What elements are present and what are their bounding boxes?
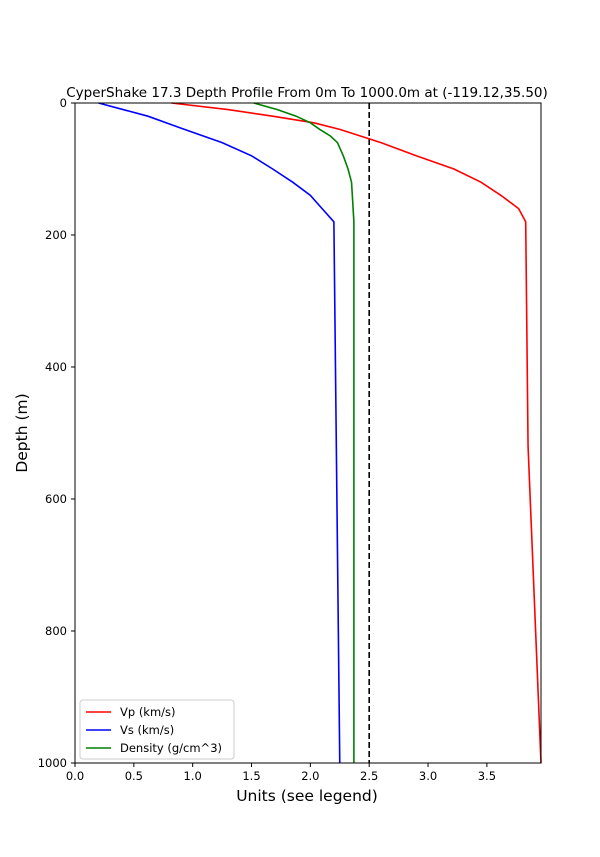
x-axis-label: Units (see legend) <box>236 787 378 805</box>
y-tick-label: 800 <box>45 624 67 638</box>
legend-box <box>79 699 235 760</box>
legend-label: Vs (km/s) <box>120 723 174 737</box>
x-tick-label: 0.0 <box>66 769 84 783</box>
series-line-2 <box>253 102 355 763</box>
plot-frame <box>74 102 542 764</box>
y-axis-ticks: 0 200 400 600 800 1000 <box>38 96 75 770</box>
x-tick-label: 0.5 <box>125 769 143 783</box>
y-tick-label: 400 <box>45 360 67 374</box>
x-tick-label: 3.5 <box>478 769 496 783</box>
y-tick-label: 600 <box>45 492 67 506</box>
x-tick-label: 1.0 <box>184 769 202 783</box>
x-tick-label: 1.5 <box>242 769 260 783</box>
legend-label: Vp (km/s) <box>120 705 176 719</box>
x-axis-ticks: 0.0 0.5 1.0 1.5 2.0 2.5 3.0 3.5 <box>66 763 496 783</box>
series-line-0 <box>171 102 542 764</box>
legend-label: Density (g/cm^3) <box>120 741 222 755</box>
y-axis-label: Depth (m) <box>13 393 31 472</box>
y-tick-label: 200 <box>45 228 67 242</box>
series-line-1 <box>98 102 341 764</box>
x-tick-label: 2.5 <box>360 769 378 783</box>
plot-marks <box>98 102 542 764</box>
chart-title: CyperShake 17.3 Depth Profile From 0m To… <box>66 85 548 101</box>
x-tick-label: 2.0 <box>301 769 319 783</box>
y-tick-label: 0 <box>60 96 67 110</box>
y-tick-label: 1000 <box>38 756 67 770</box>
x-tick-label: 3.0 <box>419 769 437 783</box>
legend: Vp (km/s) Vs (km/s) Density (g/cm^3) <box>79 699 235 760</box>
